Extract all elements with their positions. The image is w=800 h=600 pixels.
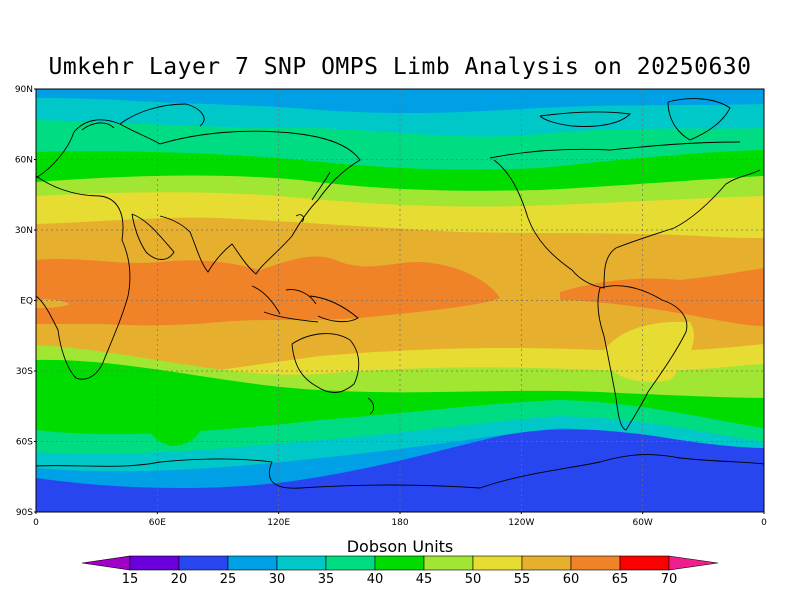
colorbar-tick-label: 20 bbox=[171, 572, 188, 587]
coastline bbox=[367, 397, 375, 415]
colorbar-tick-label: 70 bbox=[661, 572, 678, 587]
colorbar-segment bbox=[570, 555, 621, 571]
coastline bbox=[309, 295, 359, 323]
coastline bbox=[285, 289, 317, 305]
colorbar-segment bbox=[423, 555, 474, 571]
colorbar-segment bbox=[178, 555, 229, 571]
colorbar-arrow-low bbox=[81, 555, 131, 571]
lon-tick-label: 120E bbox=[267, 518, 290, 528]
coastline bbox=[263, 311, 319, 323]
coastline bbox=[493, 159, 761, 289]
colorbar-segment bbox=[227, 555, 278, 571]
colorbar-tick-label: 25 bbox=[220, 572, 237, 587]
lat-tick-label: 60S bbox=[16, 438, 33, 448]
coastline bbox=[81, 122, 115, 131]
lat-tick-label: 30S bbox=[16, 367, 33, 377]
coastline bbox=[295, 214, 305, 223]
contour-band-c65 bbox=[560, 268, 764, 326]
lat-tick-label: 60N bbox=[15, 156, 33, 166]
contour-band-c30 bbox=[36, 89, 764, 114]
colorbar-tick-label: 45 bbox=[416, 572, 433, 587]
colorbar-arrow-high bbox=[668, 555, 719, 571]
colorbar-segment bbox=[129, 555, 180, 571]
lat-tick-label: EQ bbox=[20, 297, 33, 307]
coastlines bbox=[36, 98, 764, 489]
colorbar-tick-label: 40 bbox=[367, 572, 384, 587]
colorbar-tick-label: 50 bbox=[465, 572, 482, 587]
colorbar-tick-label: 30 bbox=[269, 572, 286, 587]
coastline bbox=[251, 285, 281, 315]
colorbar-segment bbox=[374, 555, 425, 571]
coastline bbox=[667, 98, 731, 141]
colorbar-segment bbox=[619, 555, 670, 571]
colorbar: 15 20 25 30 35 40 45 50 55 60 65 70 bbox=[81, 555, 719, 587]
colorbar-tick-label: 15 bbox=[122, 572, 139, 587]
contour-band-c65 bbox=[36, 256, 500, 326]
coastline bbox=[36, 119, 161, 179]
grid-lines bbox=[36, 89, 764, 512]
contour-band-c45 bbox=[146, 406, 201, 446]
lon-tick-label: 60W bbox=[632, 518, 652, 528]
coastline bbox=[597, 285, 688, 431]
lon-tick-label: 180 bbox=[391, 518, 408, 528]
coastline bbox=[119, 103, 205, 127]
coastline bbox=[291, 333, 360, 393]
coastline bbox=[489, 141, 741, 159]
colorbar-segment bbox=[521, 555, 572, 571]
colorbar-tick-label: 65 bbox=[612, 572, 629, 587]
contour-band-c55 bbox=[604, 321, 694, 382]
lat-tick-label: 90N bbox=[15, 85, 33, 95]
lon-tick-label: 60E bbox=[149, 518, 166, 528]
coastline bbox=[36, 454, 764, 489]
lat-tick-label: 90S bbox=[16, 508, 33, 518]
colorbar-tick-label: 55 bbox=[514, 572, 531, 587]
lon-tick-label: 0 bbox=[33, 518, 39, 528]
coastline bbox=[36, 175, 131, 380]
colorbar-segment bbox=[276, 555, 327, 571]
lon-tick-label: 0 bbox=[761, 518, 767, 528]
colorbar-tick-label: 60 bbox=[563, 572, 580, 587]
coastline bbox=[131, 213, 175, 260]
map-title: Umkehr Layer 7 SNP OMPS Limb Analysis on… bbox=[48, 54, 752, 80]
colorbar-tick-label: 35 bbox=[318, 572, 335, 587]
coastline bbox=[159, 130, 361, 275]
colorbar-segment bbox=[472, 555, 523, 571]
colorbar-title: Dobson Units bbox=[346, 537, 454, 556]
longitude-labels: 0 60E 120E 180 120W 60W 0 bbox=[33, 512, 767, 528]
coastline bbox=[311, 171, 331, 201]
lat-tick-label: 30N bbox=[15, 226, 33, 236]
coastline bbox=[539, 111, 631, 127]
latitude-labels: 90N 60N 30N EQ 30S 60S 90S bbox=[15, 85, 36, 518]
lon-tick-label: 120W bbox=[508, 518, 534, 528]
colorbar-segment bbox=[325, 555, 376, 571]
